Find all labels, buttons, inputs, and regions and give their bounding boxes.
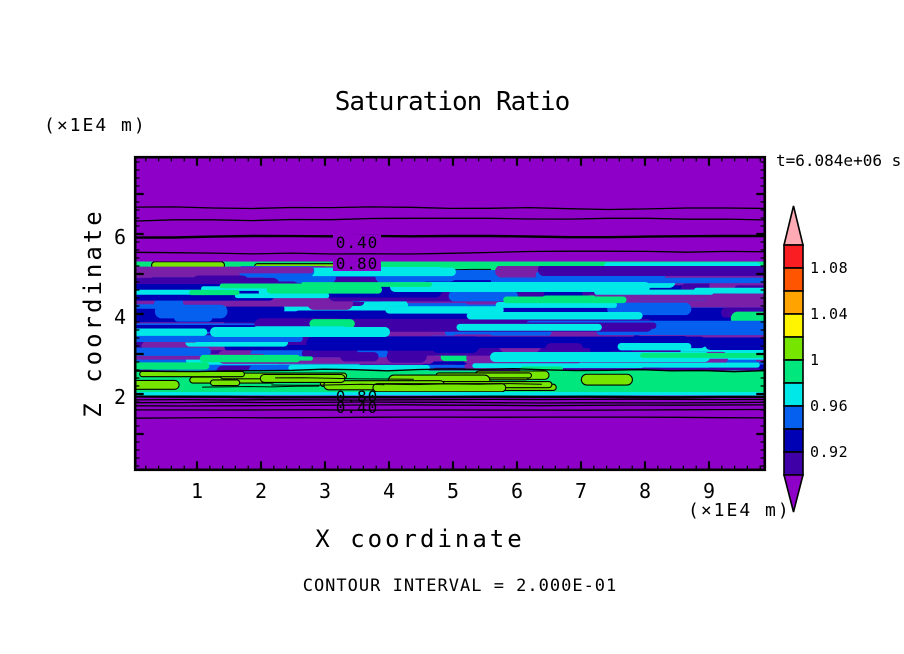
x-tick-label: 9 [702,479,716,503]
mixing-zone [134,266,766,385]
upper-contour-lines [134,206,766,265]
z-tick-label: 6 [113,225,126,249]
colorbar-cell [783,451,804,476]
contour-interval-label: CONTOUR INTERVAL = 2.000E-01 [302,576,618,596]
time-label: t=6.084e+06 s [776,151,902,170]
contour-labels: 0.400.800.800.40 [333,233,381,417]
x-tick-label: 1 [190,479,204,503]
colorbar-tick-label: 0.96 [810,397,849,415]
x-tick-label: 3 [318,479,332,503]
contour-label: 0.80 [336,254,379,273]
x-tick-label: 6 [510,479,524,503]
x-tick-label: 2 [254,479,268,503]
x-tick-label: 4 [382,479,396,503]
colorbar-tick-label: 1.04 [810,305,849,323]
plot-frame [133,155,767,472]
colorbar-cell [783,244,804,269]
z-tick-label: 2 [113,385,126,409]
colorbar-cell [783,382,804,407]
x-tick-label: 5 [446,479,460,503]
lower-interface-band [134,370,766,396]
colorbar-cell [783,359,804,384]
lower-contour-lines [134,395,766,419]
minor-ticks [135,157,765,470]
colorbar [782,205,805,513]
contour-label: 0.40 [336,233,379,252]
colorbar-cell [783,290,804,315]
colorbar-cell [783,405,804,430]
colorbar-tick-label: 1.08 [810,259,849,277]
major-ticks [135,157,765,470]
colorbar-tick-label: 0.92 [810,443,849,461]
colorbar-cell [783,313,804,338]
colorbar-cell [783,428,804,453]
z-axis-unit-label: (×1E4 m) [44,115,147,136]
contour-label: 0.40 [336,398,379,417]
plot-area: 0.400.800.800.40 [134,156,766,471]
x-axis-unit-label: (×1E4 m) [688,500,791,521]
colorbar-cell [783,267,804,292]
x-axis-title: X coordinate [315,525,525,553]
x-tick-label: 7 [574,479,588,503]
colorbar-arrow-below [782,474,805,513]
x-tick-label: 8 [638,479,652,503]
colorbar-tick-label: 1 [810,351,820,369]
plot-title: Saturation Ratio [334,87,570,117]
z-tick-label: 4 [113,305,126,329]
contour-label: 0.80 [336,387,379,406]
colorbar-cell [783,336,804,361]
colorbar-arrow-above [782,205,805,246]
